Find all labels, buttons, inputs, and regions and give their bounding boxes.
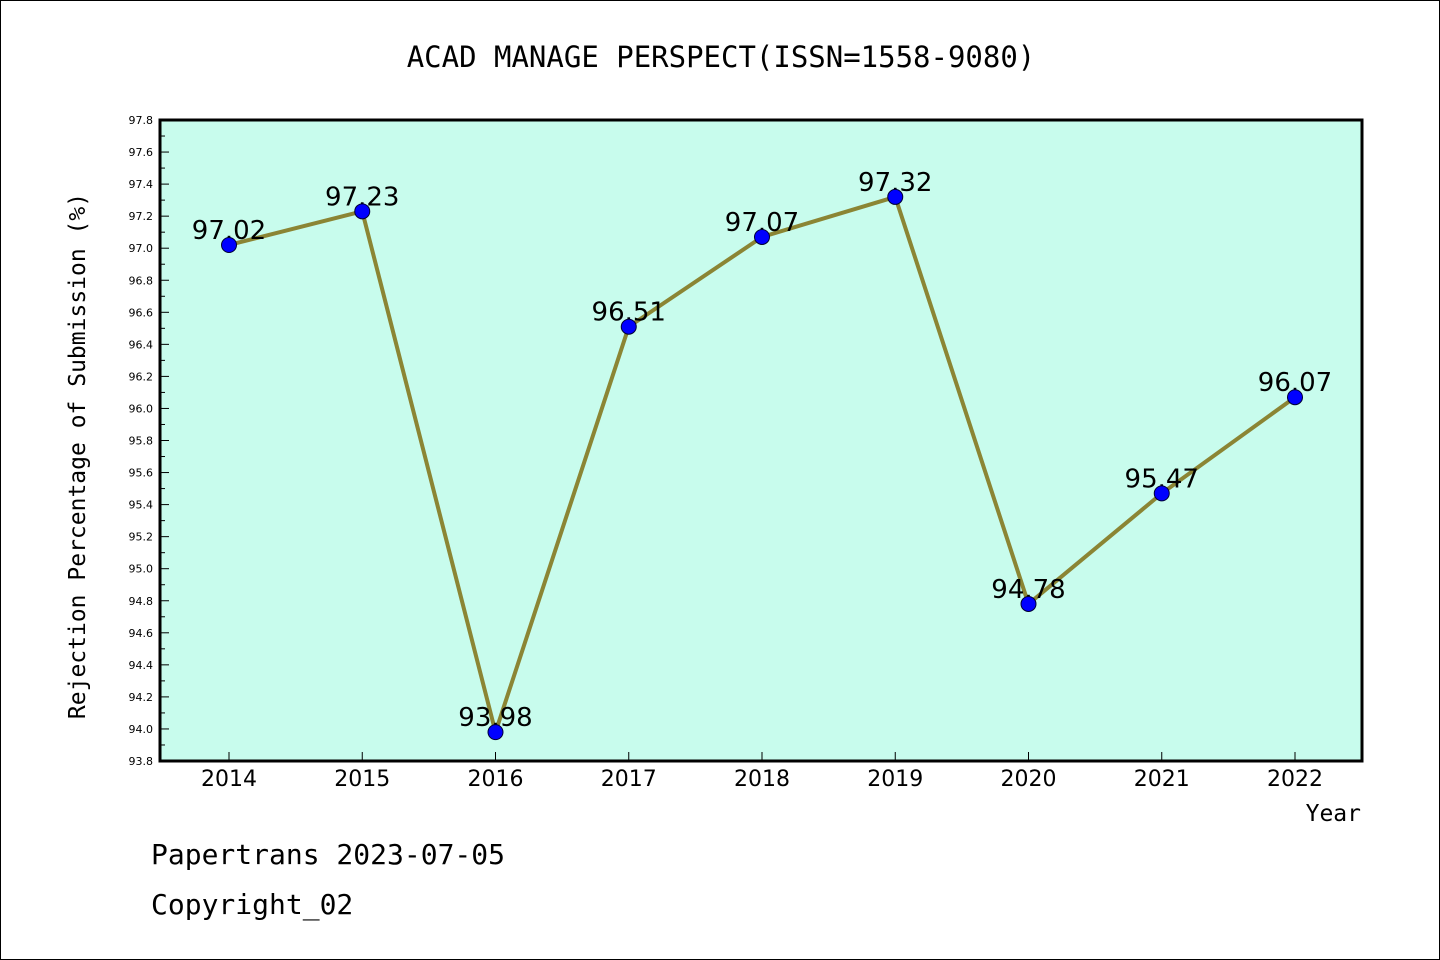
y-tick-label: 96.0 xyxy=(129,402,154,415)
y-tick-label: 94.8 xyxy=(129,595,154,608)
chart-title: ACAD MANAGE PERSPECT(ISSN=1558-9080) xyxy=(407,40,1036,74)
x-tick-label: 2019 xyxy=(867,767,923,792)
y-tick-label: 97.4 xyxy=(129,178,154,191)
x-tick-label: 2015 xyxy=(334,767,390,792)
data-point-marker xyxy=(887,188,904,205)
y-tick-label: 96.2 xyxy=(129,370,154,383)
data-point-marker xyxy=(354,203,371,220)
y-tick-label: 94.2 xyxy=(129,691,154,704)
y-tick-label: 97.2 xyxy=(129,210,154,223)
y-tick-label: 96.8 xyxy=(129,274,154,287)
y-axis-label: Rejection Percentage of Submission (%) xyxy=(65,193,91,719)
x-tick-label: 2018 xyxy=(734,767,790,792)
x-axis-ticks: 2014 2015 2016 2017 2018 2019 2020 2021 2022 xyxy=(201,752,1323,792)
y-tick-label: 97.0 xyxy=(129,242,154,255)
x-tick-label: 2017 xyxy=(601,767,657,792)
y-tick-label: 95.0 xyxy=(129,563,154,576)
y-tick-label: 94.4 xyxy=(129,659,154,672)
data-point-marker xyxy=(221,236,237,253)
x-tick-label: 2016 xyxy=(468,767,524,792)
y-tick-label: 97.6 xyxy=(129,146,154,159)
y-tick-label: 95.6 xyxy=(129,467,154,480)
y-tick-label: 96.6 xyxy=(129,306,154,319)
series-layer: 97.0297.2393.9896.5197.0797.3294.7895.47… xyxy=(192,168,1332,741)
footer-copyright-text: Copyright_02 xyxy=(151,888,353,922)
data-point-marker xyxy=(487,724,504,741)
y-tick-label: 95.2 xyxy=(129,531,154,544)
data-point-marker xyxy=(1020,595,1037,612)
data-point-marker xyxy=(1287,389,1303,406)
plot-border xyxy=(158,118,1364,763)
y-axis-ticks: 93.8 94.0 94.2 94.4 94.6 94.8 95.0 95.2 95.4 95.6… xyxy=(129,114,169,768)
x-tick-label: 2014 xyxy=(201,767,257,792)
plot-area xyxy=(160,120,1362,761)
data-point-marker xyxy=(1153,485,1170,502)
data-point-marker xyxy=(620,318,637,335)
y-tick-label: 94.6 xyxy=(129,627,154,640)
x-tick-label: 2022 xyxy=(1267,767,1323,792)
x-axis-label: Year xyxy=(1306,801,1361,827)
y-tick-label: 95.8 xyxy=(129,435,154,448)
data-point-marker xyxy=(754,228,770,245)
footer-date-text: Papertrans 2023-07-05 xyxy=(151,838,505,871)
y-tick-label: 94.0 xyxy=(129,723,154,736)
y-tick-label: 96.4 xyxy=(129,338,154,351)
x-tick-label: 2021 xyxy=(1134,767,1190,792)
y-tick-label: 93.8 xyxy=(129,755,154,768)
y-tick-label: 95.4 xyxy=(129,499,154,512)
y-tick-label: 97.8 xyxy=(129,114,154,127)
x-tick-label: 2020 xyxy=(1001,767,1057,792)
